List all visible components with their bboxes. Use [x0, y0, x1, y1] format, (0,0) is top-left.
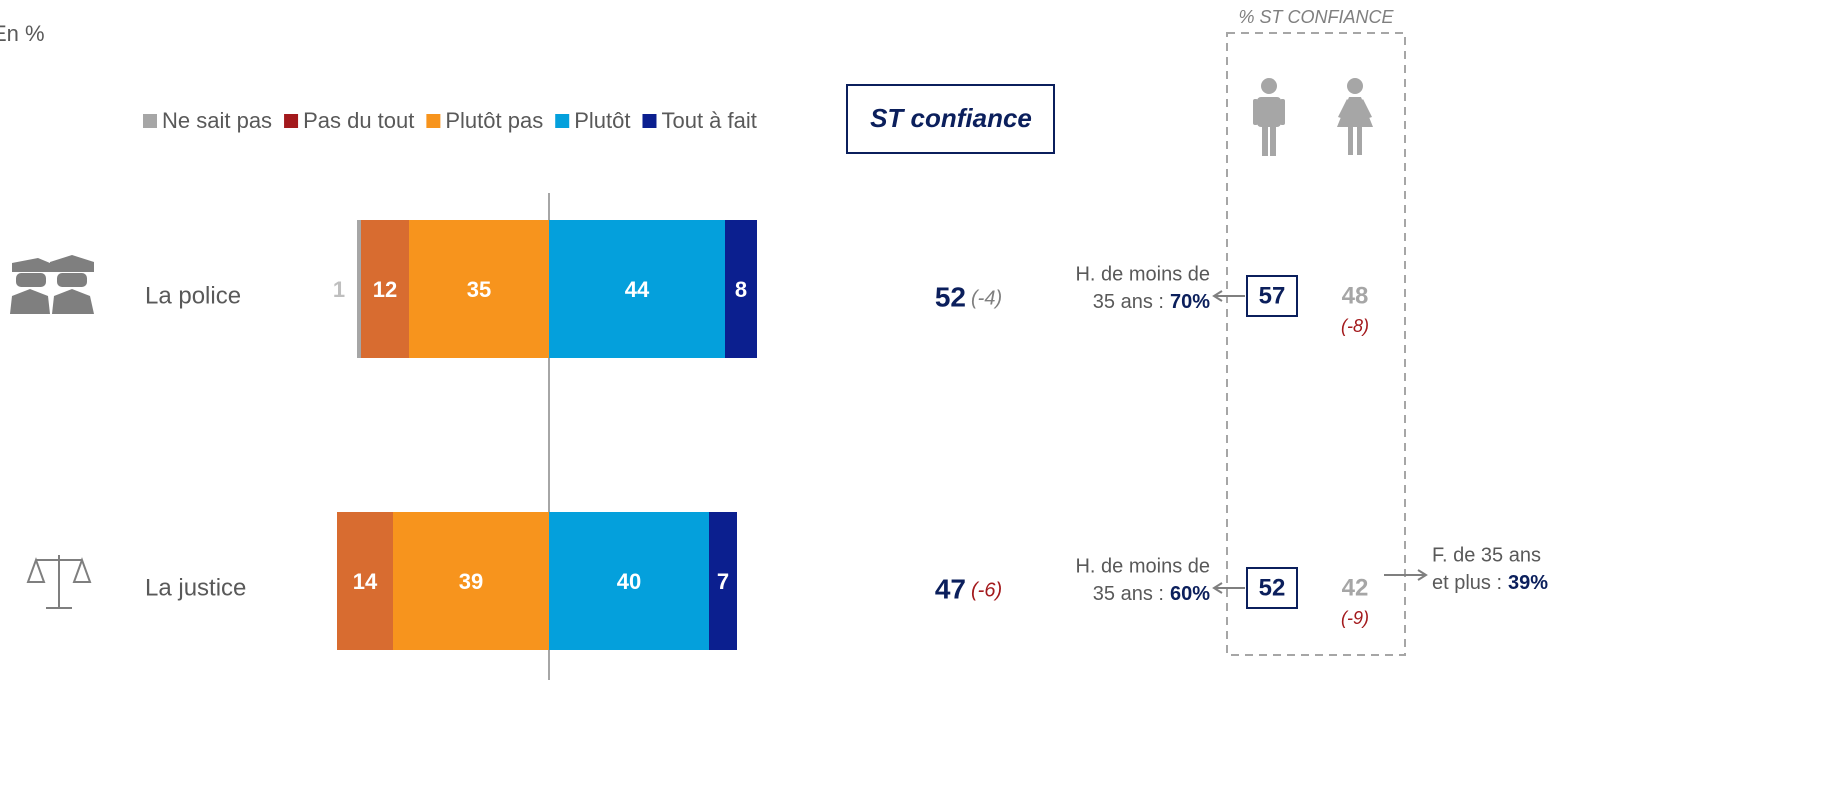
legend-swatch [555, 114, 570, 128]
note-line: F. de 35 ans [1432, 544, 1541, 566]
bar-segment [337, 512, 393, 650]
men-value: 57 [1259, 282, 1286, 309]
bar-value-label: 35 [467, 277, 491, 302]
legend-swatch [426, 114, 441, 128]
note-text: 35 ans : [1093, 291, 1164, 313]
bar-value-label: 40 [617, 569, 641, 594]
bar-segment [549, 512, 709, 650]
category-label: La justice [145, 574, 246, 601]
legend-label: Plutôt [574, 108, 630, 133]
bar-value-label: 12 [373, 277, 397, 302]
gender-panel [1226, 32, 1406, 656]
women-change: (-9) [1341, 608, 1369, 628]
st-change: (-6) [971, 579, 1002, 601]
women-change: (-8) [1341, 316, 1369, 336]
note-line: H. de moins de [1075, 263, 1210, 285]
subtitle: En % [0, 21, 45, 46]
legend-label: Ne sait pas [162, 108, 272, 133]
women-value: 48 [1342, 282, 1369, 309]
st-change: (-4) [971, 287, 1002, 309]
man-icon [1253, 78, 1285, 156]
note-line: 35 ans : 70% [1093, 291, 1210, 313]
legend-label: Tout à fait [661, 108, 756, 133]
bar-segment [361, 220, 409, 358]
note-value: 60% [1170, 583, 1210, 605]
legend-label: Pas du tout [303, 108, 414, 133]
justice-icon [26, 555, 92, 609]
note-line: 35 ans : 60% [1093, 583, 1210, 605]
legend-swatch [642, 114, 657, 128]
bar-segment [393, 512, 549, 650]
bar-value-label: 39 [459, 569, 483, 594]
st-box [846, 84, 1055, 154]
note-text: 35 ans : [1093, 583, 1164, 605]
bar-segment [725, 220, 757, 358]
men-box [1246, 567, 1298, 609]
men-value: 52 [1259, 574, 1286, 601]
bar-segment [549, 220, 725, 358]
legend-label: Plutôt pas [445, 108, 543, 133]
note-value: 70% [1170, 291, 1210, 313]
women-value: 42 [1342, 574, 1369, 601]
note-value: 39% [1508, 572, 1548, 594]
note-arrow [1384, 569, 1428, 581]
police-icon [10, 255, 94, 314]
bar-segment [709, 512, 737, 650]
gender-title: % ST CONFIANCE [1238, 7, 1394, 27]
note-line: et plus : 39% [1432, 572, 1548, 594]
note-text: et plus : [1432, 572, 1502, 594]
bar-value-label: 14 [353, 569, 378, 594]
st-value: 47 [935, 573, 966, 604]
bar-value-label: 1 [333, 277, 345, 302]
bar-value-label: 7 [717, 569, 729, 594]
bar-segment [409, 220, 549, 358]
woman-icon [1337, 78, 1373, 155]
bar-value-label: 44 [625, 277, 650, 302]
bar-value-label: 8 [735, 277, 747, 302]
note-arrow [1212, 582, 1245, 594]
category-label: La police [145, 282, 241, 309]
legend-swatch [143, 114, 157, 128]
bar-segment [357, 220, 361, 358]
st-title: ST confiance [870, 103, 1032, 133]
legend-swatch [284, 114, 299, 128]
st-value: 52 [935, 281, 966, 312]
note-line: H. de moins de [1075, 555, 1210, 577]
men-box [1246, 275, 1298, 317]
note-arrow [1212, 290, 1245, 302]
